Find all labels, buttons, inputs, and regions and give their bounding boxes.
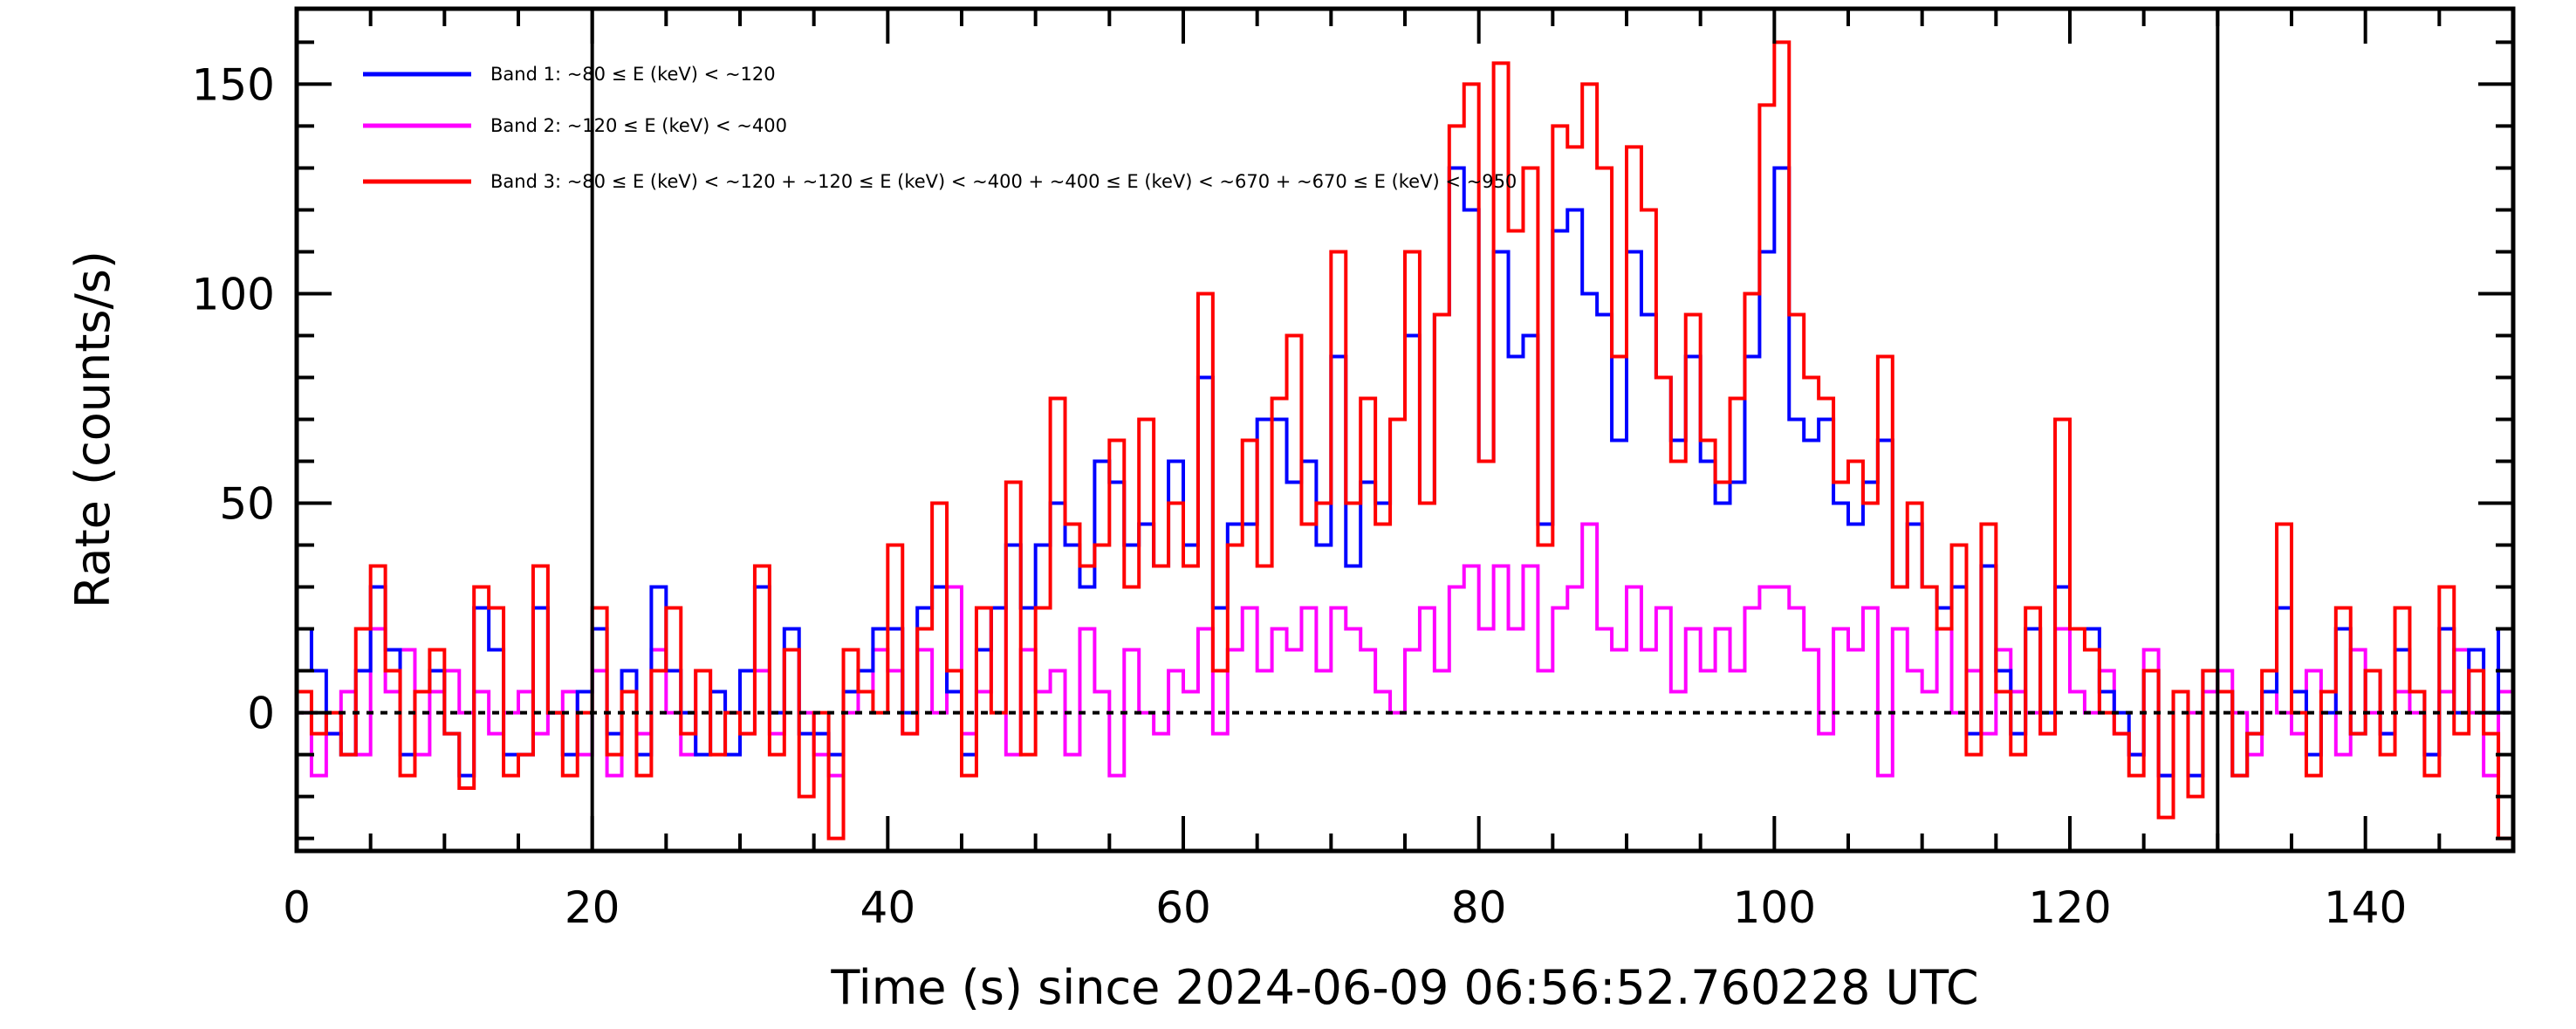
x-tick-label: 100	[1733, 882, 1816, 933]
legend-label-band-1: Band 1: ~80 ≤ E (keV) < ~120	[490, 64, 776, 85]
plot-frame	[294, 6, 2516, 854]
series-band-3-line	[297, 40, 2513, 840]
x-axis-label: Time (s) since 2024-06-09 06:56:52.76022…	[830, 960, 1978, 1015]
x-tick-label: 0	[283, 882, 311, 933]
legend-label-band-2: Band 2: ~120 ≤ E (keV) < ~400	[490, 115, 787, 136]
y-tick-label: 50	[219, 479, 275, 530]
x-tick-label: 140	[2324, 882, 2407, 933]
x-tick-label: 80	[1451, 882, 1507, 933]
legend: Band 1: ~80 ≤ E (keV) < ~120 Band 2: ~12…	[363, 64, 1517, 192]
series-band-2-line	[297, 522, 2513, 778]
x-tick-label: 60	[1155, 882, 1211, 933]
y-tick-label: 150	[192, 59, 275, 110]
x-tick-label: 20	[565, 882, 620, 933]
x-tick-label: 120	[2028, 882, 2111, 933]
x-tick-label: 40	[860, 882, 916, 933]
y-axis-label: Rate (counts/s)	[65, 250, 120, 608]
marker-layer	[297, 9, 2513, 851]
y-tick-label: 0	[247, 689, 275, 739]
series-layer	[297, 40, 2513, 840]
legend-label-band-3: Band 3: ~80 ≤ E (keV) < ~120 + ~120 ≤ E …	[490, 171, 1517, 192]
tick-labels: 0 20 40 60 80 100 120 140 0 50 100 150	[192, 59, 2408, 933]
y-tick-label: 100	[192, 269, 275, 319]
